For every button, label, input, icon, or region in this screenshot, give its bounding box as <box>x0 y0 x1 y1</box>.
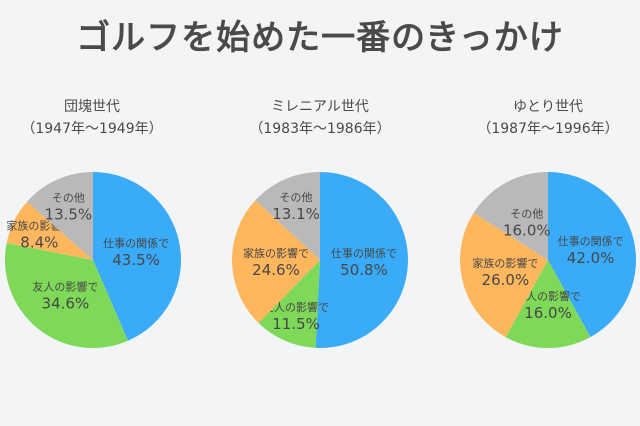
pie-1-slice-family <box>6 201 94 260</box>
pie-3-value-friends: 16.0% <box>524 304 572 322</box>
pie-1-label-other: その他 <box>52 191 85 204</box>
pie-2-label-friends: 友人の影響で <box>263 300 329 314</box>
pie-3-label-work: 仕事の関係で <box>558 235 624 248</box>
pie-1-label-friends: 友人の影響で <box>32 279 98 293</box>
pie-1-slice-work <box>93 172 182 341</box>
pie-2-slice-work <box>315 172 408 348</box>
pie-2-value-friends: 11.5% <box>272 315 320 333</box>
pie-3-slice-family <box>460 212 548 338</box>
pie-3-slice-other <box>473 172 548 260</box>
pie-2-heading: ミレニアル世代 （1983年〜1986年） <box>220 96 420 140</box>
pie-1-subtitle: （1947年〜1949年） <box>21 121 163 137</box>
pie-3-slice-work <box>548 172 637 338</box>
pie-2-value-family: 24.6% <box>252 261 300 279</box>
pie-1-slice-friends <box>5 242 128 349</box>
pie-3-subtitle: （1987年〜1996年） <box>477 121 619 137</box>
pie-3-value-family: 26.0% <box>482 271 530 289</box>
pie-2-slice-family <box>232 200 320 324</box>
pie-1-value-family: 8.4% <box>20 234 58 252</box>
pie-3-label-other: その他 <box>510 207 543 220</box>
pie-3-title: ゆとり世代 <box>513 99 583 115</box>
pie-2-title: ミレニアル世代 <box>271 99 369 115</box>
pie-2-slice-friends <box>258 260 320 348</box>
pie-2-subtitle: （1983年〜1986年） <box>249 121 391 137</box>
pie-2-label-other: その他 <box>280 191 313 204</box>
pie-3-slice-friends <box>505 260 591 348</box>
pie-2-value-other: 13.1% <box>272 205 320 223</box>
pie-1-heading: 団塊世代 （1947年〜1949年） <box>0 96 192 140</box>
pie-3-label-friends: 友人の影響で <box>515 289 581 303</box>
pie-1-title: 団塊世代 <box>64 99 120 115</box>
pie-3-label-family: 家族の影響で <box>472 256 538 270</box>
pie-2-label-family: 家族の影響で <box>243 246 309 260</box>
pie-2-value-work: 50.8% <box>340 261 388 279</box>
pie-2-label-work: 仕事の関係で <box>331 247 397 260</box>
chart-title: ゴルフを始めた一番のきっかけ <box>76 18 564 58</box>
pie-3-value-other: 16.0% <box>503 221 551 239</box>
pie-1-value-work: 43.5% <box>112 251 160 269</box>
pie-2-slice-other <box>255 172 320 260</box>
pie-3-value-work: 42.0% <box>567 249 615 267</box>
pie-1-slice-other <box>26 172 93 260</box>
pie-1-value-friends: 34.6% <box>42 294 90 312</box>
pie-1-label-work: 仕事の関係で <box>103 237 169 250</box>
pie-3-heading: ゆとり世代 （1987年〜1996年） <box>448 96 640 140</box>
pie-1-value-other: 13.5% <box>45 205 93 223</box>
